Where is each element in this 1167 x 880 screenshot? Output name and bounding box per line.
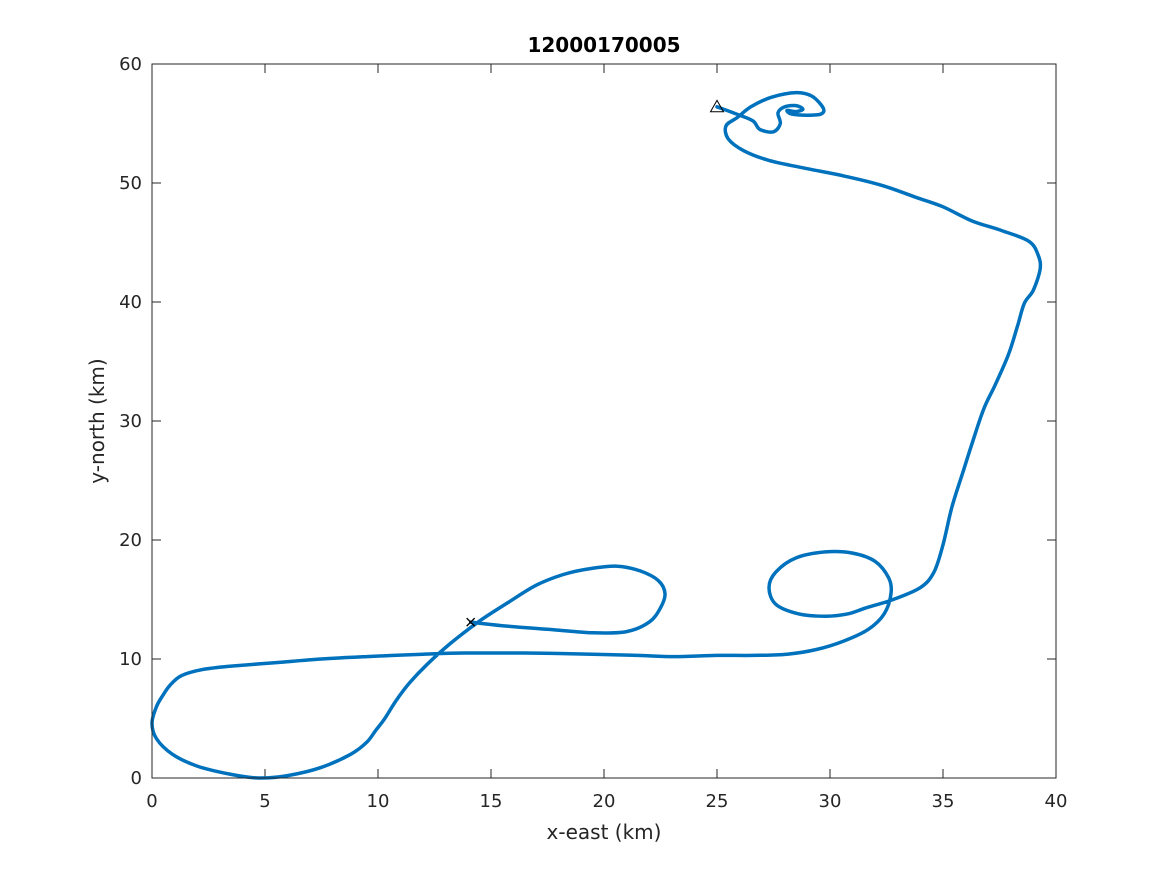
y-axis-label: y-north (km): [85, 358, 109, 483]
marker-layer: [466, 99, 725, 627]
x-tick-label: 5: [259, 791, 270, 812]
x-tick-label: 15: [480, 791, 503, 812]
x-tick-label: 40: [1045, 791, 1068, 812]
x-tick-label: 30: [819, 791, 842, 812]
y-tick-label: 30: [119, 411, 142, 432]
axes-box: [151, 63, 1057, 779]
y-tick-label: 20: [119, 530, 142, 551]
x-tick-label: 20: [593, 791, 616, 812]
x-tick-label: 0: [146, 791, 157, 812]
x-axis-label: x-east (km): [547, 820, 662, 844]
y-tick-label: 50: [119, 173, 142, 194]
axis-tick-labels: 0 5 10 15 20 25 30 35 40 0 10 20 30 40 50 60: [119, 54, 1067, 812]
chart-title: 12000170005: [527, 33, 680, 57]
start-triangle-marker: [709, 99, 725, 113]
y-tick-label: 40: [119, 292, 142, 313]
plot-area: [152, 64, 1056, 778]
x-tick-label: 10: [367, 791, 390, 812]
y-tick-label: 0: [131, 768, 142, 789]
x-tick-label: 35: [932, 791, 955, 812]
y-tick-label: 10: [119, 649, 142, 670]
x-tick-label: 25: [706, 791, 729, 812]
end-x-marker: [466, 617, 476, 627]
trajectory-line: [150, 90, 1043, 780]
series-layer: [150, 90, 1043, 780]
y-tick-label: 60: [119, 54, 142, 75]
